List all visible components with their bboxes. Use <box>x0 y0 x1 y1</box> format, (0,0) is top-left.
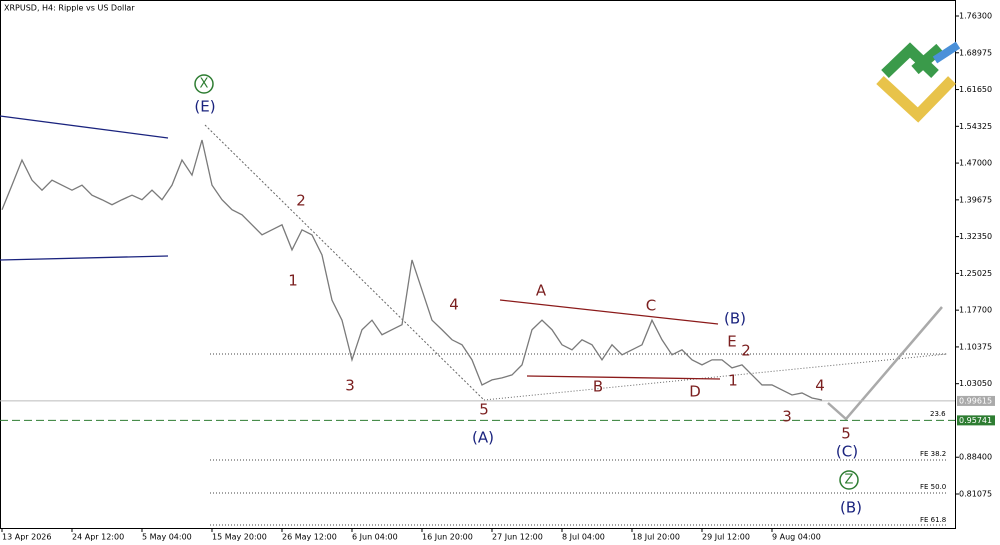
triangle-line <box>499 299 719 325</box>
wave-label: 4 <box>815 377 825 395</box>
wave-label: B <box>593 378 603 396</box>
wave-label: C <box>646 297 656 315</box>
wave-label: 2 <box>296 192 306 210</box>
wave-label: (B) <box>840 499 862 517</box>
wave-circle <box>194 74 214 94</box>
wave-label: D <box>689 383 701 401</box>
x-tick-label: 29 Jul 12:00 <box>702 533 750 542</box>
wave-label: A <box>536 282 547 300</box>
wave-circle <box>839 470 859 490</box>
wave-label: 3 <box>345 377 355 395</box>
wave-label: (B) <box>724 310 746 328</box>
wave-label: X <box>200 77 209 92</box>
fib-label: FE 61.8 <box>920 516 946 524</box>
fib-label: FE 38.2 <box>920 450 946 458</box>
x-tick-label: 24 Apr 12:00 <box>72 533 124 542</box>
fib-label: 23.6 <box>930 410 946 418</box>
trend-line <box>204 124 485 401</box>
price-box <box>957 395 995 406</box>
fib-label: FE 50.0 <box>920 483 946 491</box>
price-box <box>957 415 995 426</box>
y-tick-label: 1.76300 <box>959 12 992 21</box>
x-tick-label: 9 Aug 04:00 <box>772 533 821 542</box>
x-tick-label: 8 Jul 04:00 <box>562 533 605 542</box>
wave-label: E <box>727 333 736 351</box>
y-tick-label: 0.81075 <box>959 489 992 498</box>
x-tick-label: 27 Jun 12:00 <box>492 533 543 542</box>
wave-label: (A) <box>472 429 494 447</box>
price-line-series <box>1 139 823 401</box>
y-tick-label: 0.88400 <box>959 453 992 462</box>
y-tick-label: 1.03050 <box>959 379 992 388</box>
wave-label: Z <box>845 473 854 488</box>
x-tick-label: 5 May 04:00 <box>142 533 192 542</box>
y-tick-label: 1.39675 <box>959 195 992 204</box>
wave-label: 3 <box>782 408 792 426</box>
wave-label: 5 <box>479 401 489 419</box>
chart-title: XRPUSD, H4: Ripple vs US Dollar <box>4 4 135 13</box>
y-tick-label: 1.17700 <box>959 306 992 315</box>
x-tick-label: 6 Jun 04:00 <box>352 533 398 542</box>
wave-label: (E) <box>194 98 215 116</box>
x-tick-label: 16 Jun 20:00 <box>422 533 473 542</box>
y-tick-label: 1.68975 <box>959 48 992 57</box>
x-tick-label: 13 Apr 2026 <box>2 533 51 542</box>
price-label: 0.99615 <box>959 396 992 405</box>
wave-label: 5 <box>841 425 851 443</box>
x-tick-label: 18 Jul 20:00 <box>632 533 680 542</box>
plot-area <box>0 0 956 529</box>
y-tick-label: 1.25025 <box>959 269 992 278</box>
wave-label: 2 <box>741 342 751 360</box>
triangle-line <box>526 375 721 380</box>
wave-label: 1 <box>728 372 738 390</box>
y-tick-label: 1.61650 <box>959 85 992 94</box>
channel-line <box>0 115 169 139</box>
trend-line <box>483 353 948 401</box>
projection <box>827 306 943 421</box>
channel-line <box>0 255 169 261</box>
x-tick-label: 15 May 20:00 <box>212 533 267 542</box>
wave-label: (C) <box>836 443 858 461</box>
logo <box>876 41 961 123</box>
y-tick-label: 1.47000 <box>959 159 992 168</box>
y-tick-label: 1.32350 <box>959 232 992 241</box>
y-tick-label: 1.54325 <box>959 122 992 131</box>
y-tick-label: 1.10375 <box>959 342 992 351</box>
x-tick-label: 26 May 12:00 <box>282 533 337 542</box>
price-label: 0.95741 <box>959 416 992 425</box>
wave-label: 1 <box>288 272 298 290</box>
wave-label: 4 <box>449 296 459 314</box>
